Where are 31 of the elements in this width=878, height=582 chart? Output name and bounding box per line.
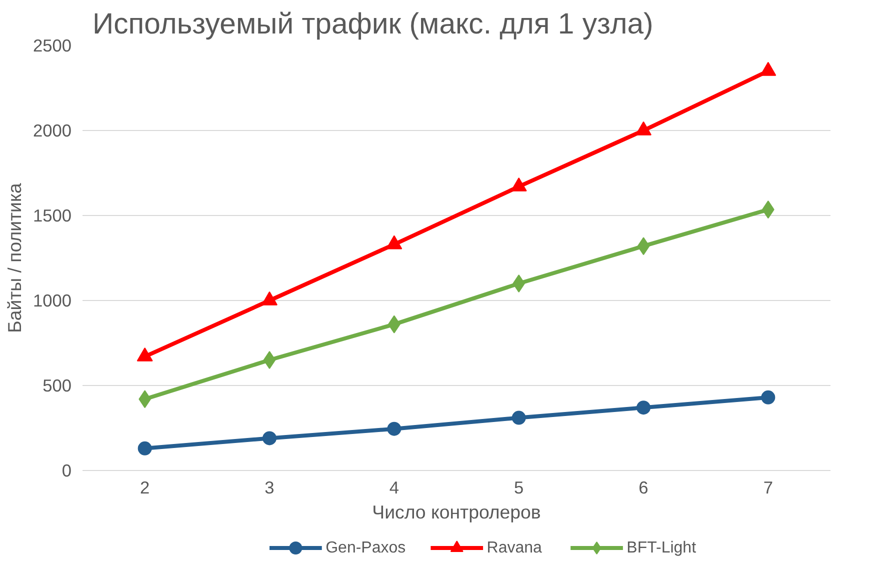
point [262,431,276,446]
x-tick-label: 6 [638,478,648,498]
y-tick-label: 2000 [32,120,72,140]
legend-label: BFT-Light [626,540,697,556]
legend-label: Ravana [486,540,542,556]
x-tick-label: 2 [140,478,150,498]
y-tick-label: 1500 [32,206,72,226]
y-tick-label: 2500 [32,36,72,56]
legend-label: Gen-Paxos [326,540,406,556]
point [636,400,650,415]
point [386,235,402,250]
point [761,390,776,404]
chart-title: Используемый трафик (макс. для 1 узла) [92,8,654,40]
y-tick-label: 1000 [32,290,72,310]
y-axis-title: Байты / политика [4,182,25,333]
point [512,410,526,425]
point [636,121,652,136]
point [387,422,402,436]
point [138,441,152,456]
point [760,62,776,76]
x-tick-label: 3 [264,478,274,498]
x-tick-label: 7 [763,478,773,498]
point [262,291,278,306]
y-tick-label: 500 [42,376,72,396]
point [510,177,527,192]
point [263,351,276,369]
y-tick-label: 0 [62,460,72,480]
x-axis-title: Число контролеров [372,502,541,522]
x-tick-label: 4 [389,478,400,498]
point [637,237,650,256]
x-tick-label: 5 [514,478,524,498]
